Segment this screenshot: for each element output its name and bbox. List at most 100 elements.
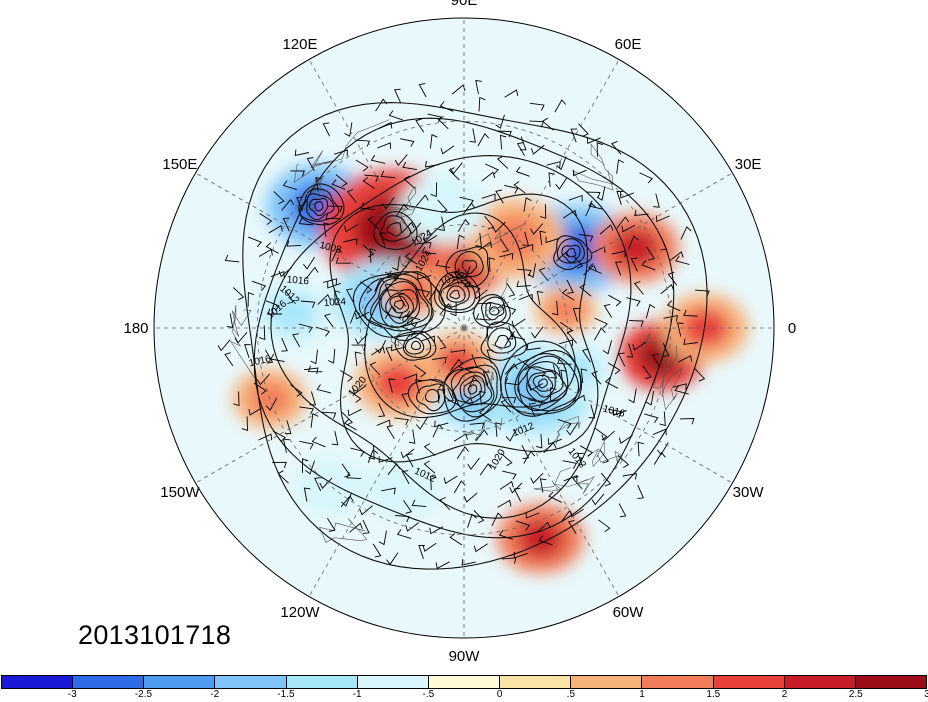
wind-barb <box>281 198 295 211</box>
wind-barb <box>341 463 351 478</box>
wind-barb <box>630 257 638 272</box>
wind-barb <box>224 254 240 263</box>
wind-barb <box>403 175 416 189</box>
meridian <box>308 59 465 329</box>
wind-barb <box>485 163 499 175</box>
wind-barb <box>321 411 337 419</box>
wind-barb <box>655 215 670 223</box>
wind-barb <box>294 149 309 156</box>
wind-barb <box>298 217 314 226</box>
wind-barb <box>497 499 512 508</box>
wind-barb <box>331 248 343 262</box>
wind-barb <box>586 137 601 144</box>
isobar-low <box>450 366 495 413</box>
isobar-low <box>299 188 340 222</box>
wind-barb <box>415 118 425 133</box>
wind-barb <box>578 234 594 242</box>
wind-barb <box>428 287 441 301</box>
wind-barb <box>622 473 638 480</box>
wind-barb <box>424 160 440 168</box>
wind-barb <box>513 551 528 559</box>
wind-barb <box>633 281 644 295</box>
colorbar-swatch <box>357 676 429 688</box>
wind-barb <box>447 387 454 402</box>
wind-barb <box>572 255 584 269</box>
anomaly-blob-core <box>548 296 583 325</box>
wind-barb <box>331 431 339 446</box>
wind-barb <box>369 361 381 376</box>
wind-barb <box>244 344 251 359</box>
wind-barb <box>569 508 584 518</box>
longitude-label: 180 <box>123 320 148 337</box>
wind-barb <box>603 303 613 318</box>
isobar-low <box>410 340 422 351</box>
wind-barb <box>386 425 395 440</box>
isobar-high <box>373 211 418 250</box>
wind-barb <box>562 460 577 469</box>
longitude-label: 120E <box>282 36 317 53</box>
wind-barb <box>599 449 610 464</box>
wind-barb <box>315 326 330 337</box>
wind-barb <box>400 448 415 459</box>
wind-barb <box>273 191 285 205</box>
wind-barb <box>439 303 453 316</box>
wind-barb <box>616 159 625 174</box>
colorbar-swatch <box>286 676 358 688</box>
wind-barb <box>400 138 415 147</box>
wind-barb <box>531 326 544 339</box>
wind-barb <box>628 388 637 404</box>
wind-barb <box>461 559 476 566</box>
wind-barb <box>617 352 626 367</box>
wind-barb <box>513 181 526 194</box>
wind-barb <box>588 263 602 274</box>
wind-barb <box>298 323 314 333</box>
wind-barb <box>594 317 608 329</box>
wind-barb <box>391 344 406 352</box>
wind-barb <box>481 171 496 182</box>
wind-barb <box>522 231 530 246</box>
wind-barb <box>616 191 624 205</box>
wind-barb <box>588 200 603 210</box>
longitude-label: 120W <box>280 604 320 621</box>
longitude-label: 30W <box>733 484 765 501</box>
isobar-low <box>389 295 410 314</box>
wind-barb <box>484 215 495 230</box>
wind-barb <box>478 408 492 421</box>
isobar-low <box>527 370 556 398</box>
wind-barb <box>621 224 636 233</box>
wind-barb <box>601 430 615 442</box>
wind-barb <box>430 475 437 491</box>
wind-barb <box>268 224 283 234</box>
colorbar-swatch <box>215 676 287 688</box>
wind-barb <box>290 170 305 177</box>
wind-barb <box>377 142 392 149</box>
colorbar-tick-label: -1 <box>352 689 362 700</box>
lat-lon-grid <box>154 18 774 638</box>
wind-barb <box>515 166 530 177</box>
wind-barb <box>548 438 562 445</box>
wind-barb <box>539 230 546 246</box>
wind-barb <box>247 236 262 248</box>
wind-barb <box>335 174 348 187</box>
wind-barb <box>386 552 399 566</box>
wind-barb <box>411 499 427 508</box>
wind-barb <box>403 499 413 514</box>
wind-barb <box>513 487 522 502</box>
wind-barb <box>516 142 525 157</box>
wind-barb <box>548 491 562 503</box>
wind-barb <box>429 526 444 535</box>
colorbar-tick-label: 1 <box>639 689 645 700</box>
wind-barb <box>598 519 611 532</box>
wind-barb <box>437 335 447 350</box>
wind-barb <box>325 212 341 220</box>
wind-barb <box>372 543 382 558</box>
wind-barb <box>602 340 613 355</box>
wind-barb <box>557 357 572 365</box>
wind-barb <box>247 291 255 307</box>
coastline <box>294 119 390 183</box>
wind-barbs <box>217 79 710 570</box>
wind-barb <box>561 288 575 301</box>
wind-barb <box>581 348 591 363</box>
wind-barb <box>479 390 486 406</box>
